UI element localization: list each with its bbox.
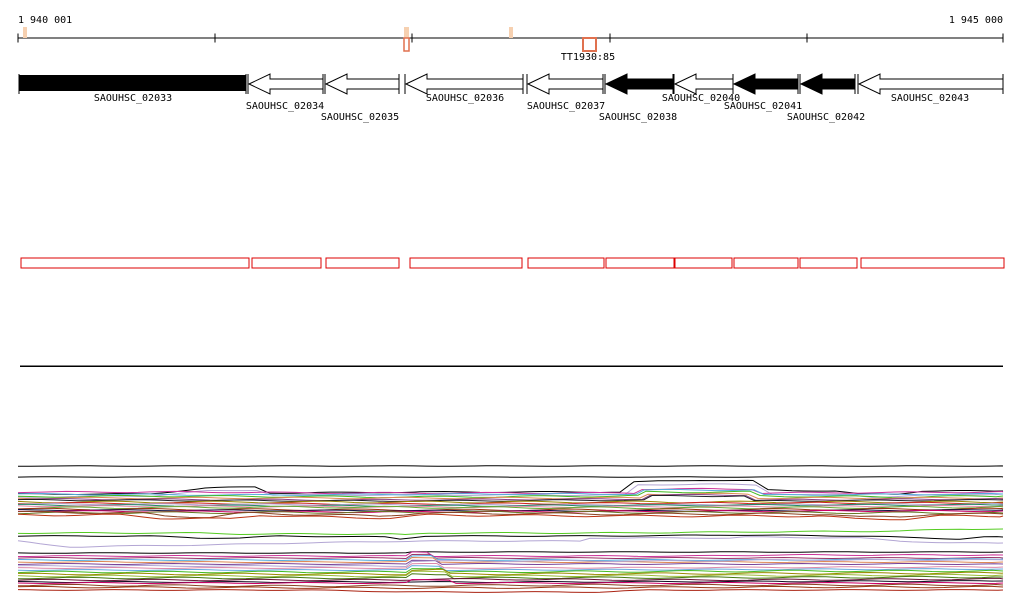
profile-line [17, 573, 1003, 580]
profile-line [17, 563, 1004, 570]
profile-line [18, 551, 1004, 558]
profile-line [17, 568, 1004, 576]
profile-line [17, 487, 1004, 495]
profile-line [17, 490, 1004, 499]
profile-line [17, 583, 1004, 588]
gene-label: SAOUHSC_02038 [598, 112, 678, 123]
profile-line [17, 565, 1004, 572]
sequence-marker[interactable] [509, 27, 513, 38]
profile-line [17, 558, 1004, 568]
gene-saouhsc_02040[interactable] [673, 73, 734, 95]
red-feature-box[interactable] [605, 257, 675, 269]
sequence-marker[interactable] [404, 27, 409, 38]
gene-saouhsc_02037[interactable] [526, 73, 604, 95]
sequence-marker[interactable] [23, 27, 27, 38]
red-feature-box[interactable] [325, 257, 400, 269]
ruler-end-coordinate: 1 945 000 [948, 15, 1003, 26]
profile-line [17, 493, 1004, 501]
gene-label: SAOUHSC_02043 [890, 93, 970, 104]
gene-saouhsc_02038[interactable] [604, 73, 674, 95]
red-feature-box[interactable] [20, 257, 250, 269]
profile-line [17, 589, 1004, 593]
gene-saouhsc_02042[interactable] [799, 73, 856, 95]
gene-label: SAOUHSC_02033 [93, 93, 173, 104]
red-feature-box[interactable] [799, 257, 858, 269]
red-feature-box[interactable] [674, 257, 733, 269]
profile-line [17, 554, 1004, 562]
gene-label: SAOUHSC_02040 [661, 93, 741, 104]
profile-line [17, 500, 1004, 504]
profile-line [17, 505, 1004, 510]
profile-line [17, 536, 1004, 548]
ruler-start-coordinate: 1 940 001 [18, 15, 73, 26]
red-feature-box[interactable] [527, 257, 605, 269]
gene-saouhsc_02034[interactable] [247, 73, 324, 95]
profile-line [17, 578, 1004, 585]
gene-saouhsc_02035[interactable] [324, 73, 400, 95]
profile-line [17, 509, 1004, 514]
profile-line [17, 479, 1004, 496]
tt-feature-label: TT1930:85 [560, 52, 616, 63]
profile-line [17, 585, 1004, 590]
gene-saouhsc_02033[interactable] [19, 75, 246, 91]
profile-line [17, 553, 1004, 560]
profile-line [17, 510, 1004, 515]
profile-line [17, 570, 1004, 578]
profile-line [17, 577, 1004, 582]
gene-saouhsc_02036[interactable] [404, 73, 524, 95]
profile-line [17, 483, 1004, 498]
red-feature-box[interactable] [733, 257, 799, 269]
profile-line [17, 534, 1004, 540]
gene-label: SAOUHSC_02042 [786, 112, 866, 123]
profile-line [17, 551, 1004, 554]
gene-label: SAOUHSC_02036 [425, 93, 505, 104]
red-feature-box[interactable] [251, 257, 322, 269]
gene-saouhsc_02043[interactable] [857, 73, 1004, 95]
red-feature-box[interactable] [860, 257, 1005, 269]
profile-line [17, 492, 1004, 500]
profile-line [17, 567, 1004, 574]
tt-feature-box[interactable] [582, 37, 597, 52]
gene-label: SAOUHSC_02035 [320, 112, 400, 123]
profile-line [17, 510, 1004, 519]
profile-line [17, 501, 1004, 506]
red-feature-box[interactable] [409, 257, 523, 269]
sequence-marker-strong[interactable] [403, 37, 410, 52]
gene-label: SAOUHSC_02037 [526, 101, 606, 112]
gene-label: SAOUHSC_02041 [723, 101, 803, 112]
profile-line [17, 513, 1004, 521]
profile-line [17, 528, 1004, 536]
profile-line [17, 559, 1004, 566]
profile-line [17, 488, 1004, 496]
gene-label: SAOUHSC_02034 [245, 101, 325, 112]
gene-saouhsc_02041[interactable] [732, 73, 799, 95]
